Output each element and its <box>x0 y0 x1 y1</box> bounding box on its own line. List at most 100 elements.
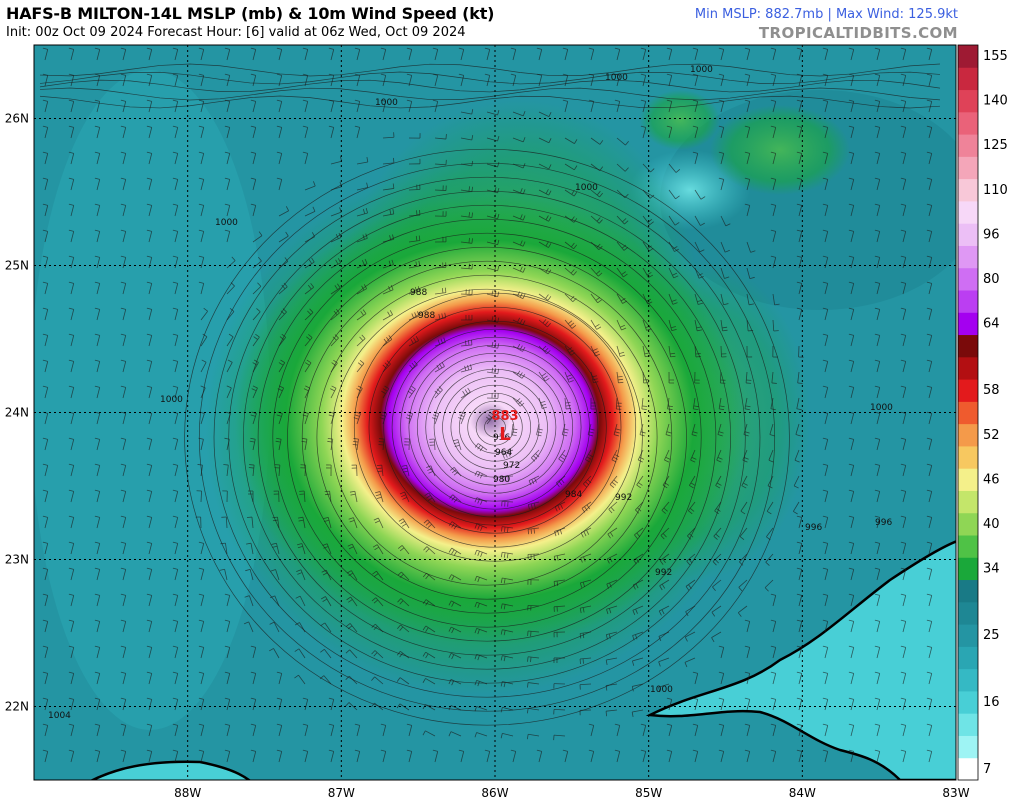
wind-barb <box>772 293 776 305</box>
wind-barb-feather <box>68 385 74 388</box>
wind-barb-feather <box>874 73 880 76</box>
wind-barb-feather <box>796 47 802 50</box>
isobar <box>331 288 643 586</box>
wind-barb <box>174 257 179 269</box>
wind-barb <box>772 699 777 711</box>
wind-barb-feather <box>900 307 906 310</box>
wind-barb <box>538 293 549 301</box>
wind-barb <box>96 361 101 373</box>
wind-barb-feather <box>617 375 623 378</box>
wind-barb-feather <box>698 276 704 279</box>
wind-barb-feather <box>250 723 256 726</box>
wind-barb <box>739 553 748 563</box>
wind-barb-feather <box>567 320 573 325</box>
wind-barb-feather <box>661 609 665 615</box>
wind-barb-feather <box>449 494 454 499</box>
site-brand[interactable]: TROPICALTIDBITS.COM <box>758 24 958 42</box>
wind-barb <box>538 751 543 763</box>
wind-barb-feather <box>337 283 341 289</box>
wind-barb-feather <box>355 411 361 414</box>
wind-barb-feather <box>770 619 776 622</box>
wind-barb-feather <box>718 431 724 434</box>
wind-barb <box>70 283 75 295</box>
wind-barb-feather <box>146 619 152 622</box>
low-pressure-marker: L <box>499 424 510 445</box>
wind-barb-feather <box>458 749 464 752</box>
wind-barb-feather <box>397 624 401 630</box>
wind-barb-feather <box>250 151 256 154</box>
wind-barb-feather <box>692 151 698 154</box>
wind-barb <box>408 725 413 737</box>
wind-barb-feather <box>379 417 385 420</box>
wind-barb-feather <box>822 489 828 492</box>
wind-barb-feather <box>399 547 405 552</box>
wind-barb <box>200 543 205 555</box>
wind-barb <box>720 127 725 139</box>
wind-barb <box>590 319 598 330</box>
wind-barb-feather <box>874 151 880 154</box>
wind-barb-feather <box>822 99 828 102</box>
wind-barb <box>720 751 725 763</box>
wind-barb-feather <box>926 385 932 388</box>
colorbar-label: 34 <box>983 561 1000 576</box>
wind-barb-feather <box>521 374 526 379</box>
wind-barb <box>434 101 439 113</box>
wind-barb <box>876 153 881 165</box>
wind-barb <box>633 579 644 586</box>
wind-barb <box>148 647 153 659</box>
wind-barb-feather <box>545 189 549 194</box>
wind-barb-feather <box>874 697 880 700</box>
wind-barb-feather <box>474 549 478 555</box>
wind-barb <box>824 257 829 269</box>
wind-barb-feather <box>595 297 601 301</box>
wind-barb-feather <box>334 285 338 290</box>
wind-barb-feather <box>900 255 906 258</box>
wind-barb <box>248 595 254 607</box>
wind-barb-feather <box>307 310 312 315</box>
wind-barb-feather <box>609 582 612 588</box>
wind-barb-feather <box>380 47 386 50</box>
wind-barb <box>720 267 725 279</box>
wind-barb <box>301 543 306 555</box>
wind-barb-feather <box>68 723 74 726</box>
wind-barb-feather <box>448 653 452 658</box>
wind-barb-feather <box>530 528 533 534</box>
wind-barb-feather <box>474 523 478 529</box>
wind-barb-feather <box>479 473 483 479</box>
wind-barb <box>850 283 855 295</box>
wind-barb-feather <box>68 671 74 674</box>
colorbar-bin <box>958 356 978 380</box>
wind-barb <box>902 725 907 737</box>
wind-barb <box>928 335 933 347</box>
isobar-label: 1000 <box>870 403 893 413</box>
wind-barb <box>434 341 446 347</box>
wind-barb-feather <box>900 749 906 752</box>
wind-barb <box>299 622 306 633</box>
wind-barb <box>798 127 803 139</box>
wind-barb-feather <box>848 99 854 102</box>
wind-barb-feather <box>744 408 750 411</box>
wind-barb <box>902 465 907 477</box>
wind-barb-feather <box>642 405 648 407</box>
wind-barb-feather <box>520 214 523 220</box>
wind-barb <box>668 699 673 711</box>
wind-barb-feather <box>418 235 421 241</box>
wind-barb-feather <box>68 463 74 466</box>
wind-barb-feather <box>689 485 694 489</box>
colorbar-bin <box>958 668 978 692</box>
wind-barb-feather <box>42 489 48 492</box>
wind-barb-feather <box>749 276 755 280</box>
wind-barb <box>720 725 725 737</box>
wind-barb-feather <box>459 414 465 417</box>
wind-barb-feather <box>822 125 828 128</box>
wind-barb <box>278 127 283 139</box>
wind-barb-feather <box>739 536 745 541</box>
wind-barb <box>252 153 257 165</box>
wind-barb <box>902 699 907 711</box>
wind-barb <box>528 708 540 711</box>
wind-barb-feather <box>522 320 526 326</box>
wind-barb-feather <box>527 504 530 510</box>
wind-barb <box>556 475 566 484</box>
wind-barb-feather <box>409 364 414 370</box>
